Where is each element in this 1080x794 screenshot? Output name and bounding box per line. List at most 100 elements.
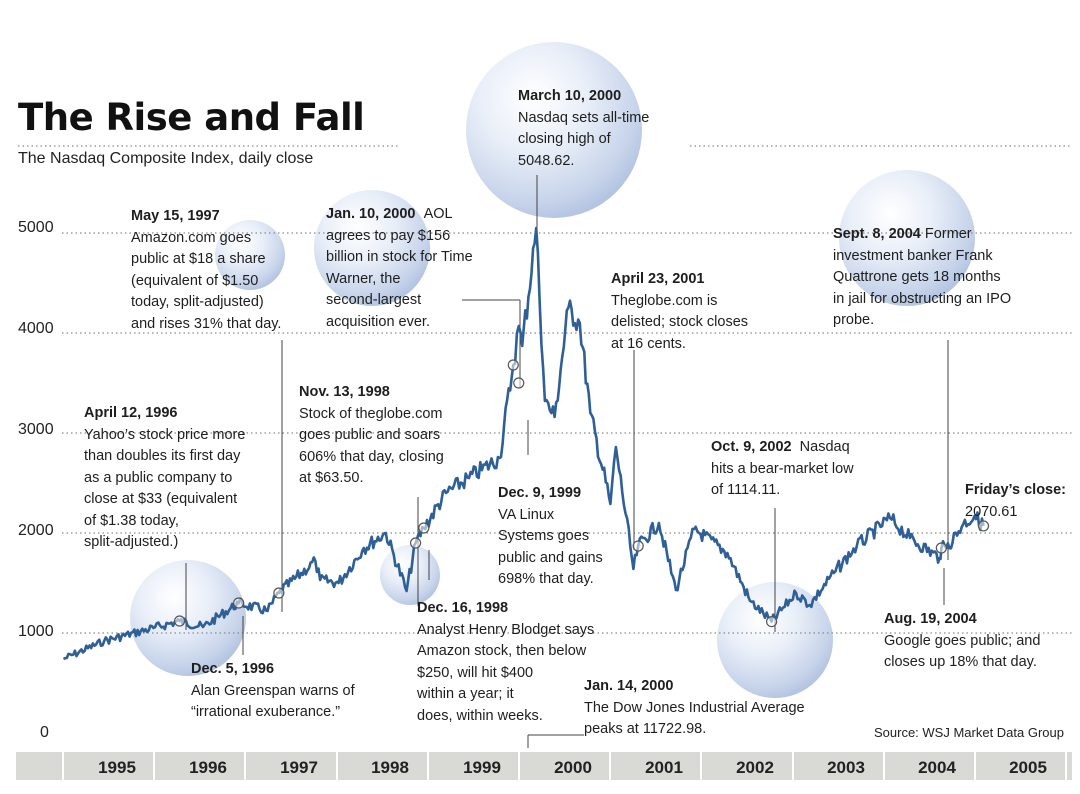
annotation-line: as a public company to	[84, 469, 233, 486]
annotation-date: Dec. 9, 1999	[498, 485, 582, 501]
annotation-line: Theglobe.com is	[611, 292, 718, 309]
annotation-line: Amazon.com goes	[131, 229, 252, 246]
event-marker-jan2000	[513, 377, 525, 389]
event-marker-5	[507, 359, 519, 371]
annotation-dec-1998: Dec. 16, 1998 Analyst Henry Blodget says…	[417, 598, 594, 727]
annotation-line: agrees to pay $156	[326, 227, 451, 244]
x-axis-divider	[791, 752, 794, 780]
annotation-line: Quattrone gets 18 months	[833, 269, 1001, 285]
annotation-date: Aug. 19, 2004	[884, 611, 977, 627]
annotation-oct-2002: Oct. 9, 2002 Nasdaq hits a bear-market l…	[711, 437, 854, 502]
annotation-line: peaks at 11722.98.	[584, 721, 707, 737]
nasdaq-line	[62, 226, 985, 661]
annotation-line: $250, will hit $400	[417, 664, 534, 681]
x-axis-bar	[16, 752, 1072, 780]
x-tick-2003: 2003	[827, 758, 865, 777]
event-marker-8	[935, 542, 947, 554]
annotation-apr-2001: April 23, 2001 Theglobe.com is delisted;…	[611, 269, 748, 355]
annotation-sep-2004: Sept. 8, 2004 Former investment banker F…	[833, 224, 1011, 332]
annotation-line: 698% that day.	[498, 571, 594, 587]
annotation-line: hits a bear-market low	[711, 460, 854, 477]
x-tick-1995: 1995	[98, 758, 136, 777]
annotation-jan-2000-dow: Jan. 14, 2000 The Dow Jones Industrial A…	[584, 676, 805, 741]
bubble-3	[717, 582, 833, 698]
annotation-line: second-largest	[326, 292, 422, 308]
annotation-line: 2070.61	[965, 503, 1018, 520]
annotation-aug-2004: Aug. 19, 2004 Google goes public; and cl…	[884, 609, 1040, 674]
annotation-date: Nov. 13, 1998	[299, 384, 390, 400]
annotation-line: acquisition ever.	[326, 313, 430, 330]
annotation-line: probe.	[833, 312, 875, 328]
chart-title: The Rise and Fall	[18, 96, 365, 139]
annotation-date: Dec. 5, 1996	[191, 661, 275, 677]
chart-subtitle: The Nasdaq Composite Index, daily close	[18, 150, 314, 167]
x-axis-divider	[62, 752, 64, 780]
annotation-line: Warner, the	[326, 270, 401, 287]
annotation-line: Alan Greenspan warns of	[191, 682, 355, 699]
event-markers	[174, 359, 990, 628]
annotation-line: public at $18 a share	[131, 251, 266, 267]
annotation-leader-lines	[185, 175, 949, 748]
annotation-date: Sept. 8, 2004	[833, 226, 921, 242]
annotation-line: VA Linux	[498, 506, 555, 523]
x-tick-2004: 2004	[918, 758, 956, 777]
x-axis-divider	[153, 752, 156, 780]
annotation-line: Analyst Henry Blodget says	[417, 621, 595, 638]
bubble-6	[215, 220, 285, 290]
annotation-line: today, split-adjusted)	[131, 294, 264, 310]
x-tick-1997: 1997	[280, 758, 318, 777]
x-tick-1999: 1999	[463, 758, 501, 777]
annotation-line: “irrational exuberance.”	[191, 704, 341, 720]
annotation-line: billion in stock for Time	[326, 249, 473, 265]
annotation-line: of 1114.11.	[711, 482, 781, 498]
x-axis-divider	[426, 752, 429, 780]
annotation-line: AOL	[423, 206, 453, 222]
x-tick-2005: 2005	[1009, 758, 1047, 777]
annotation-line: Amazon stock, then below	[417, 643, 587, 659]
x-tick-2001: 2001	[645, 758, 683, 777]
y-tick-5000: 5000	[18, 219, 54, 236]
y-tick-0: 0	[40, 724, 49, 741]
annotation-line: goes public and soars	[299, 427, 441, 443]
x-axis-divider	[518, 752, 520, 780]
annotation-date: Friday’s close:	[965, 482, 1067, 498]
x-tick-2000: 2000	[554, 758, 592, 777]
bubble-2	[839, 170, 975, 306]
bubble-decorations	[130, 42, 975, 698]
annotation-jan-2000-aol: Jan. 10, 2000 AOL agrees to pay $156 bil…	[326, 204, 473, 333]
annotation-line: close at $33 (equivalent	[84, 491, 238, 507]
x-axis-divider	[335, 752, 338, 780]
annotation-line: at $63.50.	[299, 470, 364, 486]
annotation-date: May 15, 1997	[131, 208, 220, 224]
annotation-date: Dec. 16, 1998	[417, 600, 509, 616]
annotation-line: within a year; it	[417, 686, 514, 702]
annotation-line: delisted; stock closes	[611, 314, 749, 330]
annotation-line: public and gains	[498, 549, 603, 566]
annotation-line: at 16 cents.	[611, 335, 686, 352]
annotation-date: April 12, 1996	[84, 405, 178, 421]
x-axis-divider	[882, 752, 885, 780]
annotation-line: 5048.62.	[518, 152, 575, 169]
event-marker-3	[409, 537, 422, 549]
annotation-line: does, within weeks.	[417, 707, 543, 724]
annotation-date: March 10, 2000	[518, 88, 622, 104]
bubble-4	[130, 560, 246, 676]
y-tick-2000: 2000	[18, 522, 54, 539]
x-axis-divider	[609, 752, 612, 780]
event-marker-6	[632, 540, 644, 552]
annotation-line: and rises 31% that day.	[131, 315, 282, 332]
annotation-mar-2000: March 10, 2000 Nasdaq sets all-time clos…	[518, 86, 649, 172]
event-marker-9	[977, 520, 990, 532]
annotation-line: Google goes public; and	[884, 632, 1041, 649]
annotation-date: Oct. 9, 2002	[711, 439, 792, 455]
x-axis-divider	[700, 752, 703, 780]
x-axis-divider	[244, 752, 247, 780]
annotation-line: Former	[924, 226, 972, 242]
event-marker-7	[766, 615, 778, 628]
annotation-line: The Dow Jones Industrial Average	[584, 699, 805, 716]
x-axis-divider	[1065, 752, 1068, 780]
event-marker-4	[418, 522, 430, 534]
event-marker-0	[174, 615, 186, 627]
annotation-line: Yahoo’s stock price more	[84, 426, 246, 443]
